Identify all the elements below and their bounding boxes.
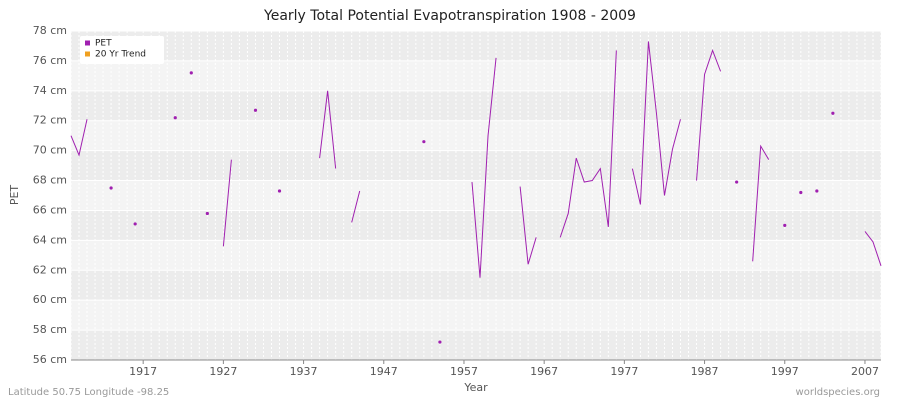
point (173, 116, 177, 120)
y-tick-label: 76 cm (33, 54, 67, 67)
legend-swatch (85, 51, 90, 57)
point (109, 186, 113, 190)
grid-band (71, 270, 881, 301)
grid-band (71, 330, 881, 360)
y-tick-label: 70 cm (33, 144, 67, 157)
y-tick-label: 68 cm (33, 174, 67, 187)
point (205, 211, 209, 216)
x-tick-label: 1977 (610, 365, 638, 378)
grid-band (71, 150, 881, 181)
grid-band (71, 300, 881, 331)
grid-band (71, 31, 881, 61)
series-line (70, 41, 882, 278)
point (277, 189, 282, 193)
x-tick-label: 1997 (771, 365, 799, 378)
footer-left: Latitude 50.75 Longitude -98.25 (8, 387, 169, 398)
point (438, 340, 442, 344)
y-tick-label: 72 cm (33, 114, 67, 127)
y-tick-label: 64 cm (33, 233, 67, 246)
x-tick-label: 1947 (370, 365, 398, 378)
point (735, 180, 739, 184)
x-tick-label: 1917 (129, 365, 157, 378)
point (189, 71, 193, 75)
grid-band (71, 60, 881, 91)
x-tick-label: 1957 (450, 365, 478, 378)
x-tick-label: 1967 (530, 365, 558, 378)
y-tick-label: 78 cm (33, 24, 67, 37)
x-tick-label: 2007 (851, 365, 879, 378)
y-tick-label: 58 cm (33, 323, 67, 336)
y-tick-label: 66 cm (33, 203, 67, 216)
x-tick-label: 1937 (290, 365, 318, 378)
legend-swatch (85, 40, 90, 46)
chart-title: Yearly Total Potential Evapotranspiratio… (263, 8, 636, 24)
point (783, 223, 787, 228)
x-axis-label: Year (463, 381, 488, 394)
point (422, 140, 426, 144)
y-axis-label: PET (8, 185, 21, 206)
point (815, 189, 819, 193)
y-tick-label: 74 cm (33, 84, 67, 97)
legend-label: 20 Yr Trend (95, 50, 146, 60)
grid-band (71, 90, 881, 121)
footer-right: worldspecies.org (796, 387, 880, 398)
point (799, 190, 803, 195)
point (831, 111, 835, 115)
grid-band (71, 120, 881, 151)
grid-band (71, 180, 881, 211)
x-tick-label: 1987 (691, 365, 719, 378)
point (133, 222, 137, 226)
y-tick-label: 62 cm (33, 263, 67, 276)
point (253, 108, 258, 112)
x-tick-label: 1927 (209, 365, 237, 378)
legend-label: PET (95, 39, 112, 49)
y-tick-label: 60 cm (33, 293, 67, 306)
y-tick-label: 56 cm (33, 353, 67, 366)
legend-box (80, 36, 164, 64)
grid-band (71, 240, 881, 271)
